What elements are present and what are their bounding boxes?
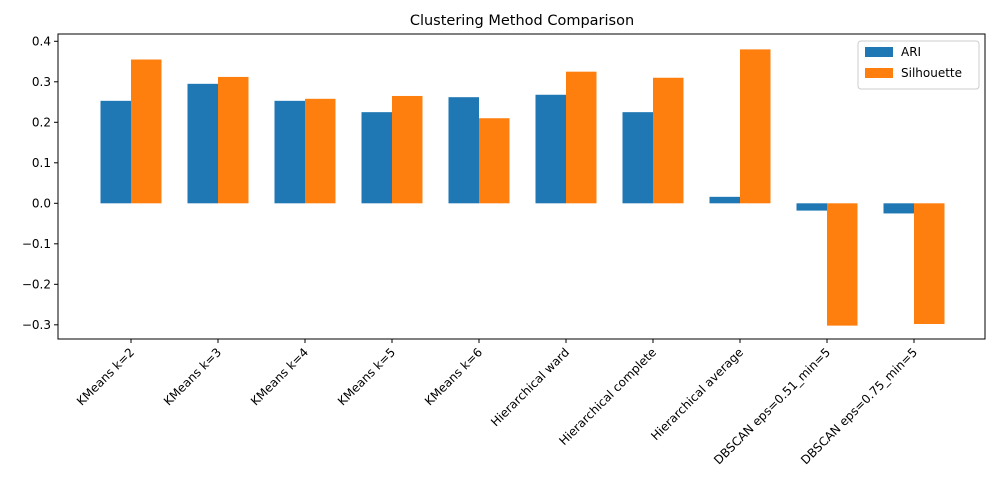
y-tick-label: 0.2 <box>32 115 51 129</box>
y-tick-label: −0.1 <box>22 237 51 251</box>
legend-label-ari: ARI <box>901 45 921 59</box>
legend-swatch-silhouette <box>865 68 893 78</box>
x-tick-label: KMeans k=5 <box>335 345 398 408</box>
chart-title: Clustering Method Comparison <box>410 13 634 29</box>
y-axis: −0.3 −0.2 −0.1 0.0 0.1 0.2 0.3 0.4 <box>22 34 58 332</box>
bar-ari-hierarchical-complete <box>622 112 653 204</box>
bar-silhouette-hierarchical-ward <box>566 71 597 204</box>
bar-silhouette-kmeans-k-6 <box>479 118 510 204</box>
y-tick-label: 0.1 <box>32 156 51 170</box>
bar-silhouette-kmeans-k-5 <box>392 95 423 204</box>
x-tick-label: KMeans k=4 <box>248 345 311 408</box>
bar-ari-kmeans-k-2 <box>100 100 131 204</box>
bar-silhouette-kmeans-k-2 <box>131 59 162 204</box>
y-tick-label: −0.2 <box>22 277 51 291</box>
bar-silhouette-hierarchical-average <box>740 49 771 204</box>
y-tick-label: 0.0 <box>32 196 51 210</box>
legend: ARI Silhouette <box>857 40 980 90</box>
plot-frame <box>57 33 986 340</box>
x-tick-label: KMeans k=3 <box>161 345 224 408</box>
x-tick-label: Hierarchical ward <box>488 345 572 429</box>
x-tick-label: Hierarchical average <box>648 345 746 443</box>
bar-ari-kmeans-k-6 <box>448 97 479 204</box>
legend-swatch-ari <box>865 47 893 57</box>
bar-ari-hierarchical-average <box>709 196 740 204</box>
bar-ari-kmeans-k-5 <box>361 112 392 204</box>
bar-silhouette-hierarchical-complete <box>653 77 684 204</box>
bar-ari-kmeans-k-4 <box>274 100 305 204</box>
bar-silhouette-kmeans-k-3 <box>218 76 249 204</box>
y-tick-label: 0.3 <box>32 75 51 89</box>
x-axis: KMeans k=2 KMeans k=3 KMeans k=4 KMeans k=5… <box>74 339 920 467</box>
x-tick-label: Hierarchical complete <box>556 345 659 448</box>
x-tick-label: KMeans k=2 <box>74 345 137 408</box>
bar-silhouette-dbscan-eps-0-51-min-5 <box>827 203 858 326</box>
bar-ari-dbscan-eps-0-75-min-5 <box>883 203 914 214</box>
legend-label-silhouette: Silhouette <box>901 66 962 80</box>
bars-group <box>100 49 945 326</box>
y-tick-label: 0.4 <box>32 34 51 48</box>
bar-ari-dbscan-eps-0-51-min-5 <box>796 203 827 211</box>
bar-ari-kmeans-k-3 <box>187 83 218 204</box>
x-tick-label: KMeans k=6 <box>422 345 485 408</box>
bar-ari-hierarchical-ward <box>535 94 566 204</box>
bar-silhouette-kmeans-k-4 <box>305 98 336 204</box>
y-tick-label: −0.3 <box>22 318 51 332</box>
bar-silhouette-dbscan-eps-0-75-min-5 <box>914 203 945 325</box>
